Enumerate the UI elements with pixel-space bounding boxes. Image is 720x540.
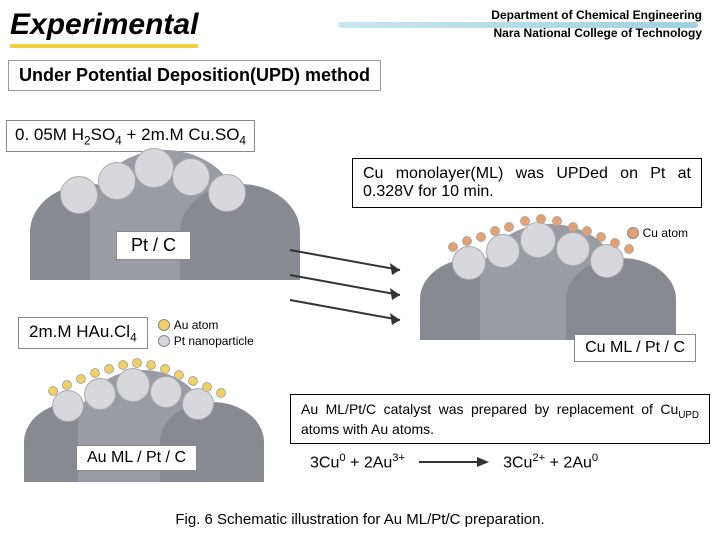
reaction-arrow-icon bbox=[419, 455, 489, 469]
pt-c-label: Pt / C bbox=[116, 231, 191, 260]
arrows-1 bbox=[280, 225, 430, 335]
solution2-row: 2m.M HAu.Cl4 Au atom Pt nanoparticle bbox=[18, 316, 254, 350]
reaction-equation: 3Cu0 + 2Au3+ 3Cu2+ + 2Au0 bbox=[310, 452, 598, 472]
scene-pt-c bbox=[30, 150, 290, 280]
info2-box: Au ML/Pt/C catalyst was prepared by repl… bbox=[290, 394, 710, 444]
school-label: Nara National College of Technology bbox=[494, 26, 702, 40]
cuml-label: Cu ML / Pt / C bbox=[574, 334, 696, 362]
method-box: Under Potential Deposition(UPD) method bbox=[8, 60, 381, 91]
department-label: Department of Chemical Engineering bbox=[491, 8, 702, 22]
scene-cuml bbox=[420, 220, 680, 340]
solution1-box: 0. 05M H2SO4 + 2m.M Cu.SO4 bbox=[6, 120, 255, 152]
figure-caption: Fig. 6 Schematic illustration for Au ML/… bbox=[0, 511, 720, 528]
au-pt-legend: Au atom Pt nanoparticle bbox=[158, 316, 254, 350]
page-title: Experimental bbox=[10, 8, 198, 48]
auml-label: Au ML / Pt / C bbox=[76, 445, 197, 471]
solution2-box: 2m.M HAu.Cl4 bbox=[18, 317, 148, 349]
info1-box: Cu monolayer(ML) was UPDed on Pt at 0.32… bbox=[352, 158, 702, 208]
